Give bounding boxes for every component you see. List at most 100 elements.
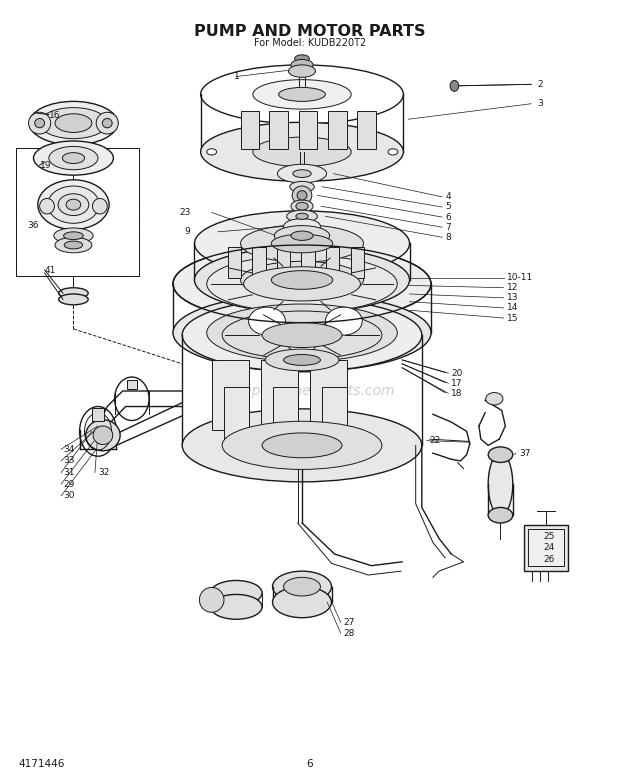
Text: 12: 12 (507, 283, 518, 292)
Ellipse shape (173, 294, 431, 371)
Text: 9: 9 (184, 228, 190, 236)
Ellipse shape (48, 186, 99, 224)
Bar (299, 112, 317, 149)
Text: 34: 34 (63, 445, 74, 454)
Text: 25: 25 (544, 532, 555, 540)
Ellipse shape (59, 294, 88, 305)
Text: 1: 1 (234, 72, 239, 81)
Bar (92, 408, 104, 421)
Text: 13: 13 (507, 293, 518, 303)
Ellipse shape (249, 307, 285, 335)
Ellipse shape (326, 307, 362, 335)
Bar (350, 247, 364, 278)
Ellipse shape (275, 226, 330, 246)
Ellipse shape (63, 152, 84, 163)
Text: 20: 20 (451, 368, 463, 378)
Ellipse shape (277, 164, 327, 183)
Ellipse shape (58, 194, 89, 216)
Ellipse shape (200, 587, 224, 612)
Bar (326, 247, 340, 278)
Ellipse shape (55, 237, 92, 253)
Ellipse shape (59, 288, 88, 299)
Ellipse shape (40, 199, 55, 214)
Bar (127, 380, 137, 389)
Text: 16: 16 (49, 111, 60, 120)
Ellipse shape (207, 255, 397, 313)
Text: 32: 32 (98, 468, 109, 477)
Text: eReplacementParts.com: eReplacementParts.com (225, 384, 395, 398)
Text: 24: 24 (544, 543, 555, 552)
Bar (277, 247, 290, 278)
Ellipse shape (253, 137, 351, 167)
Ellipse shape (54, 228, 93, 243)
Ellipse shape (195, 247, 410, 313)
Bar (273, 387, 298, 442)
Ellipse shape (92, 199, 107, 214)
Ellipse shape (182, 299, 422, 371)
Text: 37: 37 (519, 449, 531, 457)
Ellipse shape (201, 65, 404, 124)
Ellipse shape (450, 81, 459, 91)
Ellipse shape (222, 421, 382, 469)
Ellipse shape (296, 203, 308, 210)
Ellipse shape (290, 181, 314, 192)
Text: 26: 26 (544, 555, 555, 564)
Text: 14: 14 (507, 303, 518, 313)
Ellipse shape (488, 447, 513, 462)
Ellipse shape (273, 586, 332, 618)
Ellipse shape (291, 200, 313, 213)
Ellipse shape (283, 219, 321, 234)
Ellipse shape (55, 114, 92, 132)
Text: PUMP AND MOTOR PARTS: PUMP AND MOTOR PARTS (194, 24, 426, 39)
Ellipse shape (297, 191, 307, 200)
Bar (211, 360, 249, 430)
Ellipse shape (49, 146, 98, 170)
Ellipse shape (210, 594, 262, 619)
Bar (357, 112, 376, 149)
Ellipse shape (273, 571, 332, 602)
Ellipse shape (210, 580, 262, 605)
Ellipse shape (488, 453, 513, 515)
Bar (301, 247, 315, 278)
Ellipse shape (201, 122, 404, 181)
Text: 4171446: 4171446 (18, 759, 64, 769)
Ellipse shape (291, 231, 313, 240)
Ellipse shape (283, 354, 321, 365)
Text: 18: 18 (451, 389, 463, 398)
Text: 22: 22 (430, 436, 441, 445)
Text: 31: 31 (63, 468, 74, 477)
Ellipse shape (241, 225, 363, 262)
Ellipse shape (253, 80, 351, 109)
Text: 6: 6 (307, 759, 313, 769)
Bar (322, 387, 347, 442)
Text: 27: 27 (344, 618, 355, 627)
Text: 17: 17 (451, 378, 463, 388)
Ellipse shape (262, 323, 342, 347)
Text: 10-11: 10-11 (507, 273, 533, 282)
Ellipse shape (86, 420, 120, 450)
Text: 41: 41 (45, 266, 56, 275)
Ellipse shape (296, 213, 308, 220)
Ellipse shape (33, 141, 113, 175)
Bar (261, 360, 298, 430)
Ellipse shape (182, 409, 422, 482)
Text: 36: 36 (27, 221, 39, 230)
Ellipse shape (29, 102, 118, 145)
Ellipse shape (38, 180, 109, 229)
Bar (224, 387, 249, 442)
Ellipse shape (64, 241, 82, 249)
Text: 33: 33 (63, 457, 74, 465)
Ellipse shape (40, 108, 107, 138)
Ellipse shape (244, 267, 360, 301)
Ellipse shape (66, 199, 81, 210)
Ellipse shape (488, 508, 513, 523)
Bar (16, 148, 139, 276)
Ellipse shape (291, 59, 313, 70)
Ellipse shape (29, 113, 51, 134)
Ellipse shape (207, 149, 216, 155)
Ellipse shape (262, 433, 342, 457)
Bar (16, 148, 139, 276)
Ellipse shape (278, 88, 326, 102)
Bar (270, 112, 288, 149)
Ellipse shape (265, 349, 339, 371)
